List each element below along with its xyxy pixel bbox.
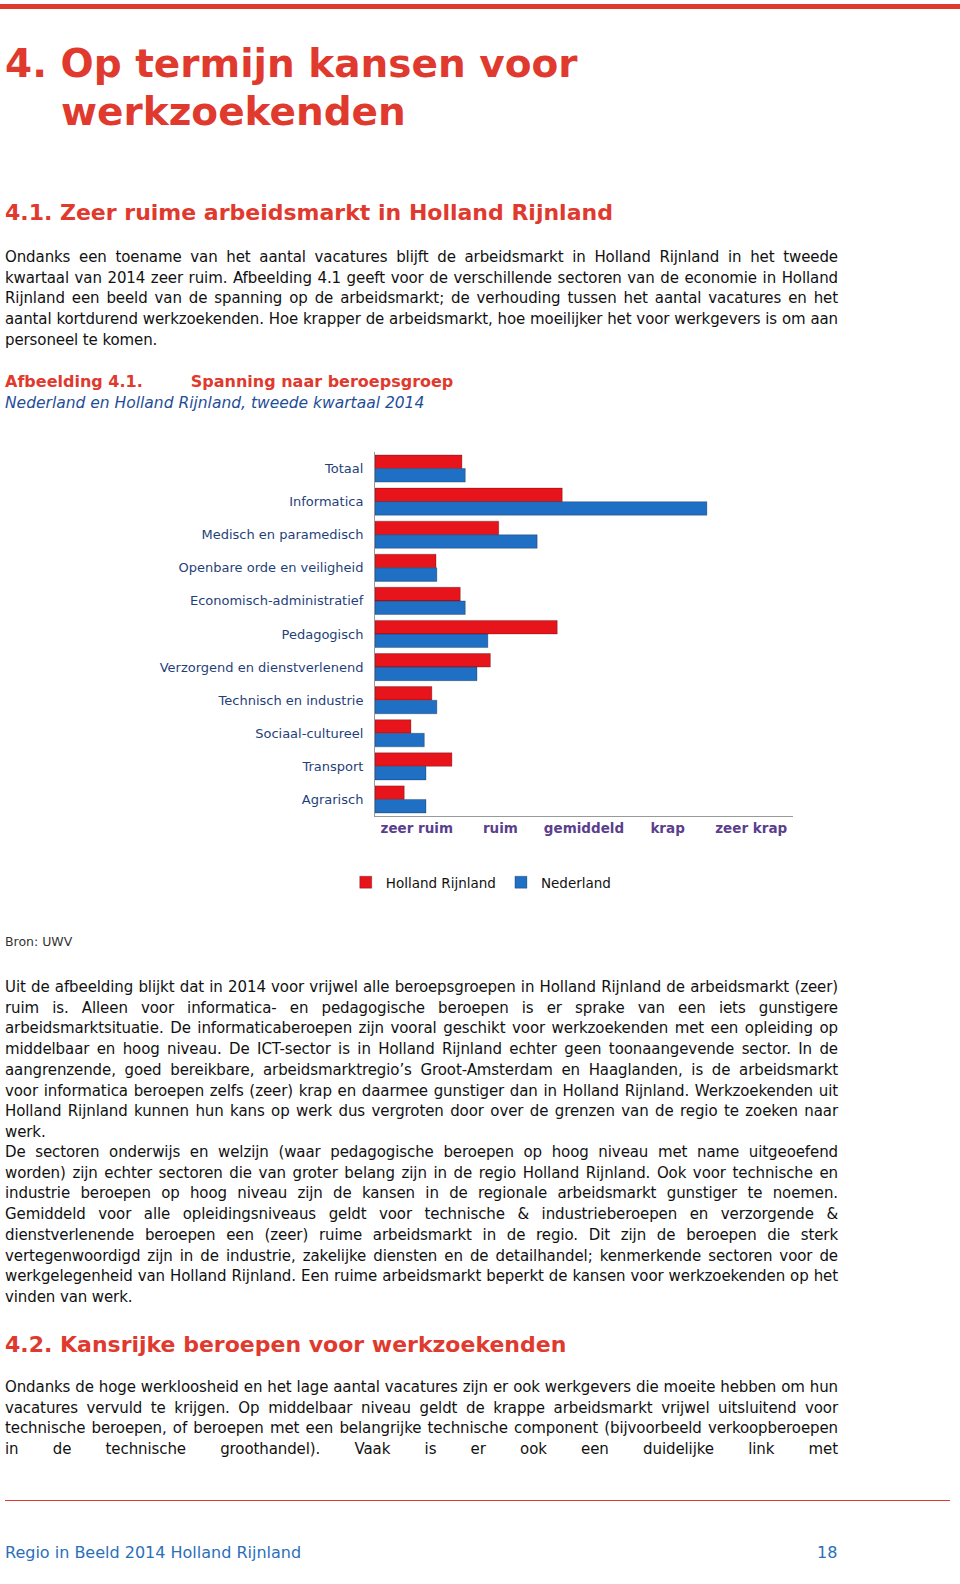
html-text:Ondanks de hoge werkloosheid e: Ondanks de hoge werkloosheid en het lage… (5, 1378, 838, 1459)
svg-text:Totaal: Totaal (324, 461, 363, 476)
svg-text:krap: krap (650, 820, 685, 836)
svg-text:Sociaal-cultureel: Sociaal-cultureel (255, 726, 363, 741)
html-text:Uit de afbeelding blijkt dat i: Uit de afbeelding blijkt dat in 2014 voo… (5, 978, 838, 1141)
svg-text:Holland Rijnland: Holland Rijnland (386, 875, 496, 891)
html-text:Spanning naar beroepsgroep: Spanning naar beroepsgroep (190, 372, 454, 391)
svg-text:ruim: ruim (483, 820, 518, 836)
svg-text:zeer krap: zeer krap (715, 820, 787, 836)
svg-text:Openbare orde en veiligheid: Openbare orde en veiligheid (179, 560, 364, 575)
html-text:Ondanks een toename van het aa: Ondanks een toename van het aantal vacat… (5, 248, 838, 349)
html-text:Nederland en Holland Rijnland,: Nederland en Holland Rijnland, tweede kw… (5, 394, 425, 412)
svg-text:Technisch en industrie: Technisch en industrie (218, 693, 364, 708)
svg-text:gemiddeld: gemiddeld (544, 820, 624, 836)
svg-text:Verzorgend en dienstverlenend: Verzorgend en dienstverlenend (160, 660, 364, 675)
html-text:Bron: UWV: Bron: UWV (5, 934, 73, 949)
html-text:Afbeelding 4.1.: Afbeelding 4.1. (5, 372, 143, 391)
html-text:De sectoren onderwijs en welzi: De sectoren onderwijs en welzijn (waar p… (5, 1143, 838, 1306)
html-text:18: 18 (817, 1543, 838, 1562)
html-text:Regio in Beeld 2014 Holland Ri: Regio in Beeld 2014 Holland Rijnland (5, 1543, 302, 1562)
svg-text:Medisch en paramedisch: Medisch en paramedisch (201, 527, 363, 542)
svg-text:zeer ruim: zeer ruim (381, 820, 454, 836)
html-text:4. Op termijn kansen voor werk: 4. Op termijn kansen voor werkzoekenden (5, 41, 578, 134)
svg-text:Informatica: Informatica (289, 494, 363, 509)
svg-text:Economisch-administratief: Economisch-administratief (190, 593, 364, 608)
svg-text:Nederland: Nederland (541, 875, 611, 891)
svg-text:Transport: Transport (301, 759, 363, 774)
html-text:4.1. Zeer ruime arbeidsmarkt i: 4.1. Zeer ruime arbeidsmarkt in Holland … (5, 200, 613, 225)
svg-text:Agrarisch: Agrarisch (302, 792, 364, 807)
html-text:4.2. Kansrijke beroepen voor w: 4.2. Kansrijke beroepen voor werkzoekend… (5, 1332, 567, 1357)
svg-text:Pedagogisch: Pedagogisch (282, 627, 364, 642)
